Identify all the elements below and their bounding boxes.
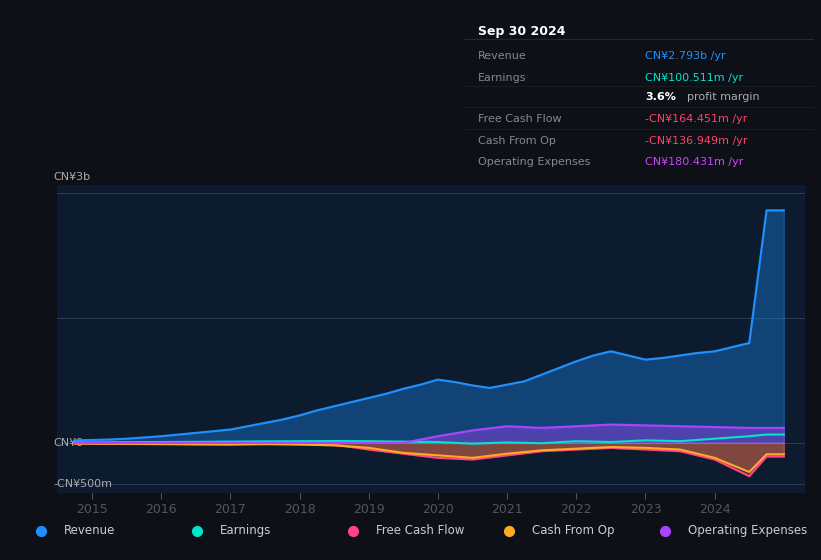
- Text: Earnings: Earnings: [220, 524, 272, 538]
- Text: CN¥3b: CN¥3b: [53, 172, 91, 181]
- Text: Cash From Op: Cash From Op: [532, 524, 614, 538]
- Text: Sep 30 2024: Sep 30 2024: [478, 25, 566, 38]
- Text: -CN¥136.949m /yr: -CN¥136.949m /yr: [645, 136, 748, 146]
- Text: Earnings: Earnings: [478, 73, 526, 83]
- Text: Cash From Op: Cash From Op: [478, 136, 556, 146]
- Text: Revenue: Revenue: [64, 524, 116, 538]
- Text: CN¥0: CN¥0: [53, 438, 84, 448]
- Text: Free Cash Flow: Free Cash Flow: [376, 524, 465, 538]
- Text: Free Cash Flow: Free Cash Flow: [478, 114, 562, 124]
- Text: CN¥100.511m /yr: CN¥100.511m /yr: [645, 73, 744, 83]
- Text: profit margin: profit margin: [687, 92, 759, 101]
- Text: -CN¥164.451m /yr: -CN¥164.451m /yr: [645, 114, 748, 124]
- Text: 3.6%: 3.6%: [645, 92, 677, 101]
- Text: Operating Expenses: Operating Expenses: [688, 524, 807, 538]
- Text: Operating Expenses: Operating Expenses: [478, 156, 590, 166]
- Text: CN¥180.431m /yr: CN¥180.431m /yr: [645, 156, 744, 166]
- Text: CN¥2.793b /yr: CN¥2.793b /yr: [645, 50, 726, 60]
- Text: Revenue: Revenue: [478, 50, 526, 60]
- Text: -CN¥500m: -CN¥500m: [53, 479, 112, 489]
